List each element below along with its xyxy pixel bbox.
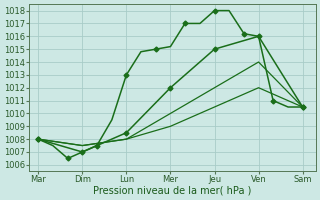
X-axis label: Pression niveau de la mer( hPa ): Pression niveau de la mer( hPa ) <box>93 186 252 196</box>
